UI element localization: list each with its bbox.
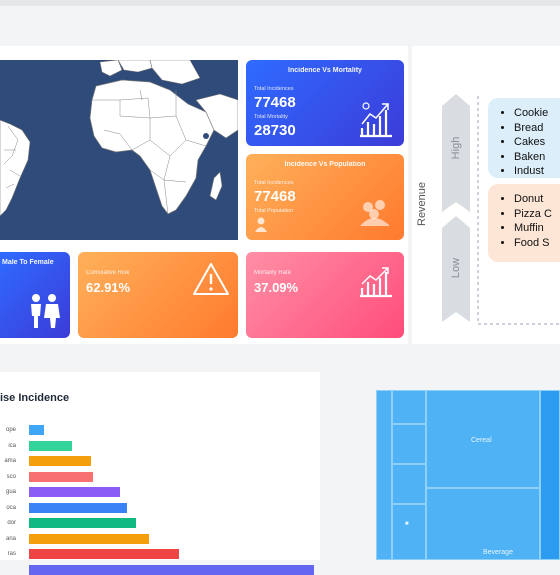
revenue-quadrant-panel: Revenue High Low Cookie Bread Cakes Bake… xyxy=(412,46,560,344)
bar[interactable] xyxy=(29,564,314,575)
low-revenue-list: Donut Pizza C Muffin Food S xyxy=(488,184,560,250)
bar[interactable] xyxy=(29,471,93,482)
treemap-cell-large[interactable]: Cereal xyxy=(426,390,540,488)
high-chevron-shape xyxy=(442,94,470,212)
card-title: Cumulative Risk xyxy=(86,270,130,276)
revenue-axis-label: Revenue xyxy=(416,181,428,226)
category-label: oca xyxy=(6,504,16,511)
treemap-cell[interactable] xyxy=(392,424,426,464)
card-incidence-vs-population[interactable]: Incidence Vs Population Total Incidences… xyxy=(246,154,404,240)
treemap-chart: ■ Cereal Beverage xyxy=(376,390,560,560)
map-graphic xyxy=(0,60,238,217)
top-bar xyxy=(0,0,560,6)
category-label: ras xyxy=(7,551,16,557)
group-icon xyxy=(360,200,390,226)
category-label: gua xyxy=(5,489,16,495)
world-map xyxy=(0,60,238,240)
treemap-cell[interactable] xyxy=(392,390,426,424)
low-chevron-shape xyxy=(442,216,470,322)
treemap-cell[interactable] xyxy=(392,464,426,504)
treemap-cell[interactable] xyxy=(376,390,392,560)
card-title: Incidence Vs Mortality xyxy=(288,67,362,74)
warning-icon xyxy=(193,263,229,295)
low-label: Low xyxy=(450,257,462,279)
category-label: ica xyxy=(8,442,16,449)
bar[interactable] xyxy=(29,456,91,466)
list-item: Donut xyxy=(514,192,560,207)
list-item: Food S xyxy=(514,236,560,251)
total-incidences-label: Total Incidences xyxy=(254,86,294,92)
total-incidences-value: 77468 xyxy=(254,94,296,111)
category-label: ana xyxy=(5,535,16,542)
list-item: Indust xyxy=(514,164,560,179)
cell-label: Cereal xyxy=(471,437,492,444)
bar[interactable] xyxy=(29,518,136,528)
bar[interactable] xyxy=(29,502,127,513)
list-item: Bread xyxy=(514,121,560,136)
quadrant-axis-lines xyxy=(477,96,560,325)
high-label: High xyxy=(450,136,462,160)
card-title: Incidence Vs Population xyxy=(284,161,366,168)
chart-title: ise Incidence xyxy=(0,392,70,404)
card-title: Male To Female xyxy=(2,259,54,266)
total-mortality-value: 28730 xyxy=(254,122,296,139)
bar[interactable] xyxy=(29,487,120,497)
list-item: Cookie xyxy=(514,106,560,121)
low-revenue-bucket: Donut Pizza C Muffin Food S xyxy=(488,184,560,262)
bar[interactable] xyxy=(29,425,44,435)
card-cumulative-risk[interactable]: Cumulative Risk 62.91% xyxy=(78,252,238,338)
category-label: dor xyxy=(7,520,16,526)
male-female-icon xyxy=(31,294,60,328)
total-incidences-value: 77468 xyxy=(254,188,296,205)
list-item: Pizza C xyxy=(514,207,560,222)
total-mortality-label: Total Mortality xyxy=(254,114,288,120)
list-item: Baken xyxy=(514,150,560,165)
person-icon xyxy=(255,217,267,232)
bar[interactable] xyxy=(29,549,179,559)
card-male-to-female[interactable]: Male To Female xyxy=(0,252,70,338)
total-population-label: Total Population xyxy=(254,208,294,214)
growth-chart-icon xyxy=(360,267,392,298)
list-item: Cakes xyxy=(514,135,560,150)
card-incidence-vs-mortality[interactable]: Incidence Vs Mortality Total Incidences … xyxy=(246,60,404,146)
bar[interactable] xyxy=(29,533,149,544)
total-incidences-label: Total Incidences xyxy=(254,180,294,186)
high-revenue-list: Cookie Bread Cakes Baken Indust xyxy=(488,98,560,179)
card-mortality-rate[interactable]: Mortality Rate 37.09% xyxy=(246,252,404,338)
category-label: sco xyxy=(6,473,16,480)
cumulative-risk-value: 62.91% xyxy=(86,280,131,295)
high-revenue-bucket: Cookie Bread Cakes Baken Indust xyxy=(488,98,560,178)
treemap-cell[interactable]: ■ xyxy=(392,504,426,560)
card-title: Mortality Rate xyxy=(254,270,292,276)
treemap-cell-medium[interactable]: Beverage xyxy=(426,488,540,560)
growth-chart-icon xyxy=(360,102,392,138)
mortality-rate-value: 37.09% xyxy=(254,280,299,295)
cell-label: Beverage xyxy=(483,549,513,556)
treemap-cell[interactable] xyxy=(540,390,560,560)
list-item: Muffin xyxy=(514,221,560,236)
cell-marker: ■ xyxy=(405,521,409,527)
category-label: ope xyxy=(5,427,16,433)
incidence-bar-chart: ise Incidence ope ica ama sco gua oca dor ana ra… xyxy=(0,372,320,575)
bar[interactable] xyxy=(29,440,72,451)
category-label: ama xyxy=(4,458,16,464)
